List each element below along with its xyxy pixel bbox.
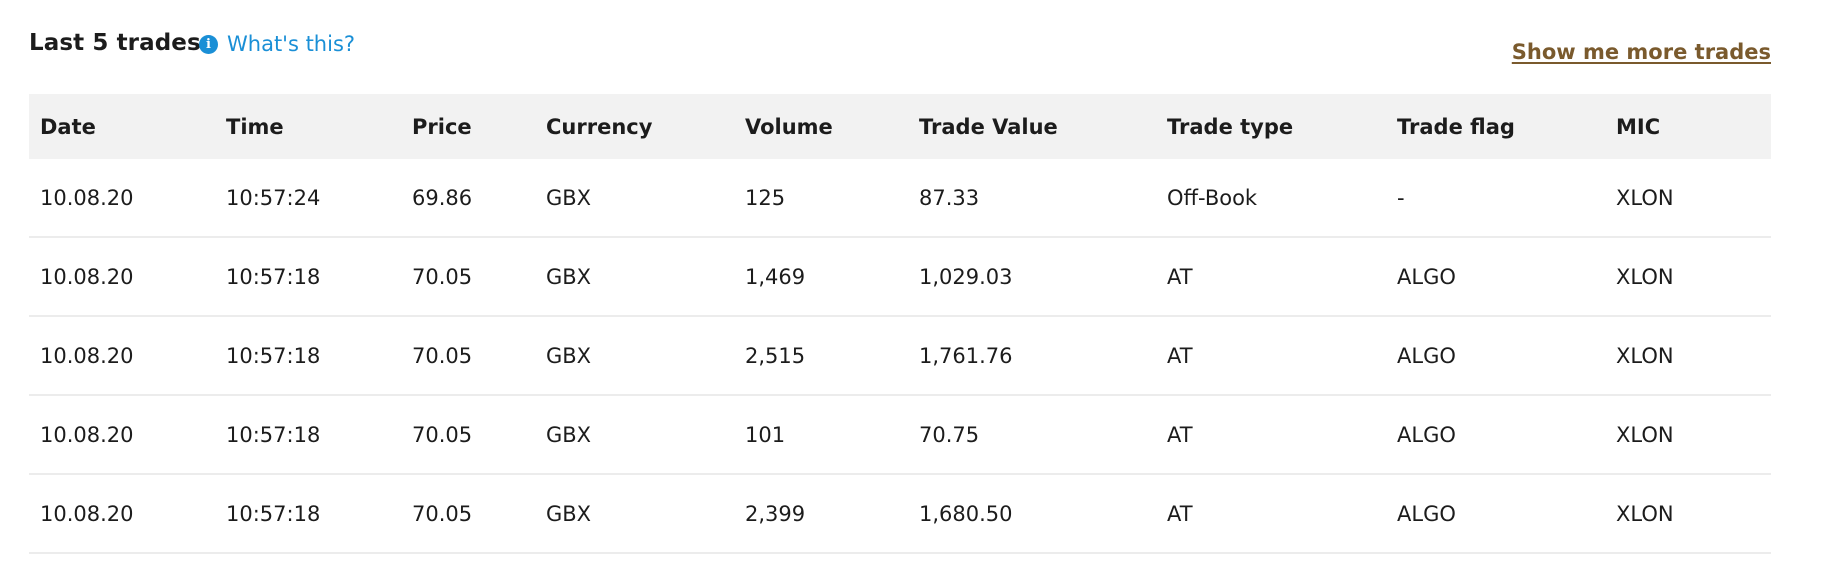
cell-date: 10.08.20 [29, 395, 215, 475]
cell-time: 10:57:18 [215, 237, 401, 317]
cell-mic: XLON [1605, 159, 1771, 238]
cell-trade-flag: ALGO [1386, 316, 1605, 396]
cell-volume: 101 [734, 395, 908, 475]
cell-trade-value: 1,680.50 [908, 474, 1156, 554]
cell-price: 70.05 [401, 474, 535, 554]
cell-mic: XLON [1605, 237, 1771, 317]
cell-trade-type: AT [1156, 474, 1386, 554]
cell-volume: 125 [734, 159, 908, 238]
column-header-price: Price [412, 114, 472, 139]
trades-panel: Last 5 trades i What's this? Show me mor… [29, 0, 1771, 554]
cell-currency: GBX [535, 159, 734, 238]
whats-this-link[interactable]: i What's this? [199, 32, 355, 56]
cell-trade-flag: ALGO [1386, 237, 1605, 317]
table-header-row: Date Time Price Currency Volume Trade Va… [29, 94, 1771, 159]
cell-date: 10.08.20 [29, 474, 215, 554]
cell-trade-value: 1,761.76 [908, 316, 1156, 396]
cell-mic: XLON [1605, 474, 1771, 554]
cell-trade-flag: ALGO [1386, 474, 1605, 554]
cell-trade-type: AT [1156, 316, 1386, 396]
cell-mic: XLON [1605, 395, 1771, 475]
panel-header: Last 5 trades i What's this? Show me mor… [29, 0, 1771, 94]
cell-currency: GBX [535, 474, 734, 554]
table-row: 10.08.20 10:57:18 70.05 GBX 1,469 1,029.… [29, 237, 1771, 317]
cell-volume: 1,469 [734, 237, 908, 317]
cell-trade-value: 1,029.03 [908, 237, 1156, 317]
column-header-date: Date [40, 114, 96, 139]
cell-trade-value: 70.75 [908, 395, 1156, 475]
panel-title: Last 5 trades [29, 30, 201, 56]
cell-price: 69.86 [401, 159, 535, 238]
cell-trade-flag: - [1386, 159, 1605, 238]
cell-currency: GBX [535, 316, 734, 396]
table-row: 10.08.20 10:57:24 69.86 GBX 125 87.33 Of… [29, 159, 1771, 238]
cell-price: 70.05 [401, 316, 535, 396]
cell-time: 10:57:18 [215, 316, 401, 396]
cell-date: 10.08.20 [29, 159, 215, 238]
cell-trade-type: AT [1156, 237, 1386, 317]
cell-mic: XLON [1605, 316, 1771, 396]
cell-trade-flag: ALGO [1386, 395, 1605, 475]
info-icon[interactable]: i [199, 34, 218, 54]
column-header-mic: MIC [1616, 114, 1661, 139]
table-row: 10.08.20 10:57:18 70.05 GBX 2,399 1,680.… [29, 474, 1771, 554]
cell-trade-type: AT [1156, 395, 1386, 475]
cell-trade-type: Off-Book [1156, 159, 1386, 238]
column-header-trade-type: Trade type [1167, 114, 1294, 139]
cell-volume: 2,399 [734, 474, 908, 554]
cell-time: 10:57:24 [215, 159, 401, 238]
whats-this-label[interactable]: What's this? [227, 32, 356, 56]
column-header-volume: Volume [745, 114, 833, 139]
column-header-trade-flag: Trade flag [1397, 114, 1515, 139]
table-row: 10.08.20 10:57:18 70.05 GBX 2,515 1,761.… [29, 316, 1771, 396]
cell-time: 10:57:18 [215, 474, 401, 554]
cell-trade-value: 87.33 [908, 159, 1156, 238]
cell-volume: 2,515 [734, 316, 908, 396]
column-header-trade-value: Trade Value [919, 114, 1058, 139]
trades-table: Date Time Price Currency Volume Trade Va… [29, 94, 1771, 554]
cell-time: 10:57:18 [215, 395, 401, 475]
cell-date: 10.08.20 [29, 316, 215, 396]
cell-currency: GBX [535, 237, 734, 317]
table-row: 10.08.20 10:57:18 70.05 GBX 101 70.75 AT… [29, 395, 1771, 475]
column-header-currency: Currency [546, 114, 653, 139]
cell-price: 70.05 [401, 237, 535, 317]
cell-date: 10.08.20 [29, 237, 215, 317]
column-header-time: Time [226, 114, 284, 139]
cell-currency: GBX [535, 395, 734, 475]
show-more-trades-link[interactable]: Show me more trades [1511, 40, 1771, 64]
cell-price: 70.05 [401, 395, 535, 475]
